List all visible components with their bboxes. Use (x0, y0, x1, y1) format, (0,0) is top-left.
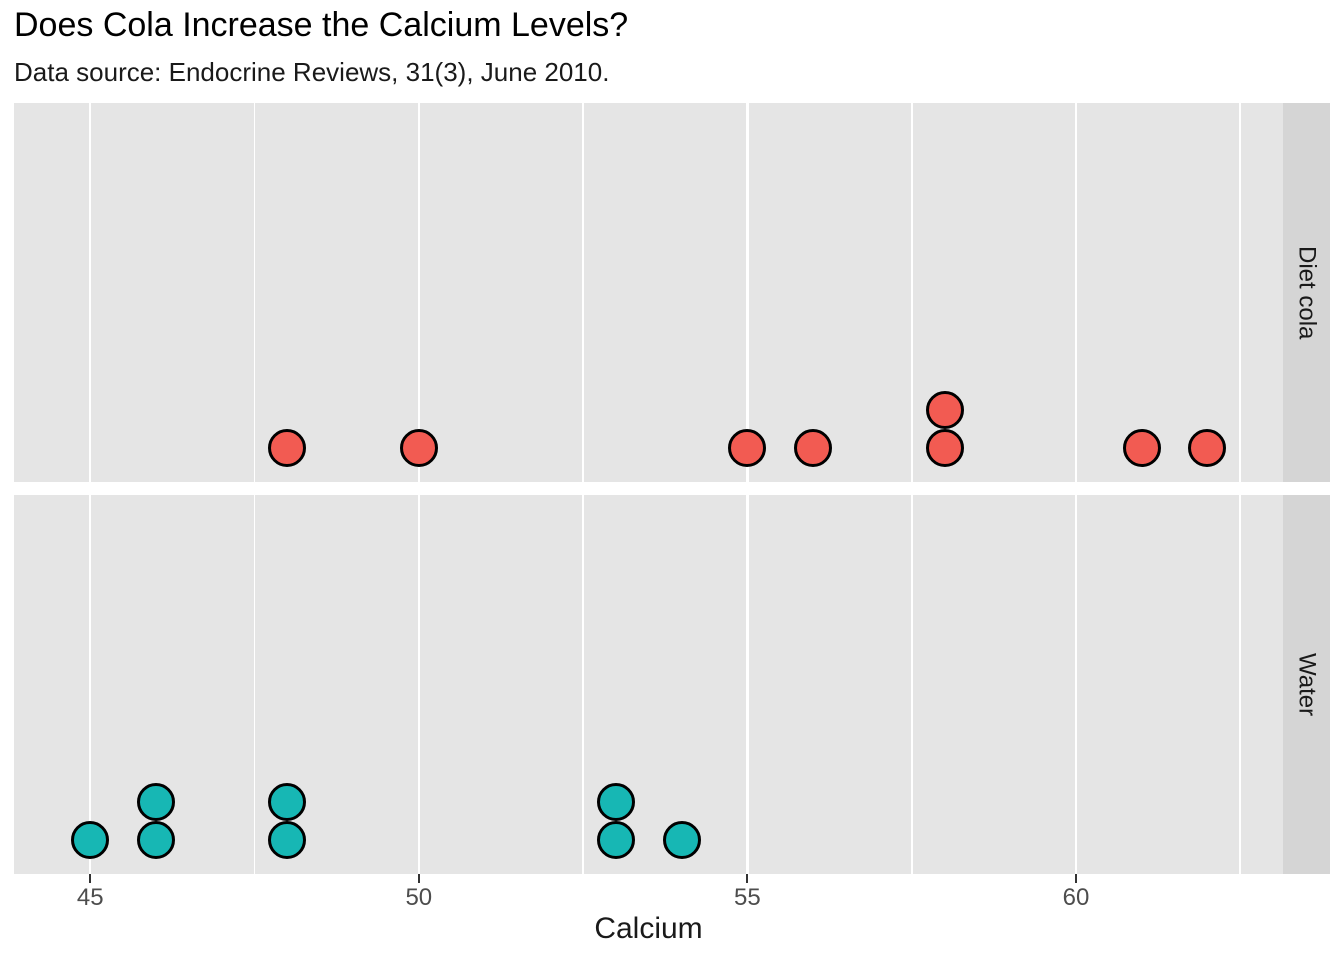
major-gridline (746, 103, 749, 482)
data-point (925, 391, 964, 429)
facet-strip-label: Diet cola (1293, 245, 1321, 340)
major-gridline (417, 495, 421, 874)
minor-gridline (253, 495, 256, 874)
data-point (268, 429, 307, 467)
data-point (925, 429, 964, 467)
x-tick-mark (417, 874, 420, 883)
x-tick-label: 60 (1062, 884, 1090, 911)
minor-gridline (582, 495, 584, 874)
facet-panel-diet-cola (14, 103, 1283, 482)
data-point (794, 429, 833, 467)
data-point (728, 429, 767, 467)
minor-gridline (582, 103, 584, 482)
data-point (268, 821, 307, 859)
x-tick-label: 45 (76, 884, 104, 911)
major-gridline (88, 103, 92, 482)
data-point (136, 821, 175, 859)
x-tick-mark (746, 874, 749, 883)
minor-gridline (910, 495, 913, 874)
minor-gridline (1239, 495, 1242, 874)
x-tick-mark (1074, 874, 1077, 883)
data-point (1188, 429, 1227, 467)
data-point (268, 783, 307, 821)
facet-strip-label: Water (1293, 652, 1321, 717)
major-gridline (1074, 495, 1078, 874)
facet-strip: Diet cola (1283, 103, 1330, 482)
data-point (596, 821, 635, 859)
major-gridline (1074, 103, 1078, 482)
facet-panel-water (14, 495, 1283, 874)
plot-title: Does Cola Increase the Calcium Levels? (14, 6, 629, 44)
data-point (136, 783, 175, 821)
x-tick-mark (89, 874, 92, 883)
major-gridline (417, 103, 421, 482)
x-tick-label: 55 (734, 884, 761, 911)
minor-gridline (1239, 103, 1242, 482)
data-point (662, 821, 701, 859)
major-gridline (88, 495, 92, 874)
data-point (399, 429, 438, 467)
data-point (1122, 429, 1161, 467)
major-gridline (746, 495, 749, 874)
minor-gridline (253, 103, 256, 482)
facet-strip: Water (1283, 495, 1330, 874)
x-axis-title: Calcium (594, 912, 703, 945)
data-point (596, 783, 635, 821)
plot-subtitle: Data source: Endocrine Reviews, 31(3), J… (14, 57, 610, 87)
minor-gridline (910, 103, 913, 482)
data-point (71, 821, 110, 859)
x-tick-label: 50 (405, 884, 433, 911)
